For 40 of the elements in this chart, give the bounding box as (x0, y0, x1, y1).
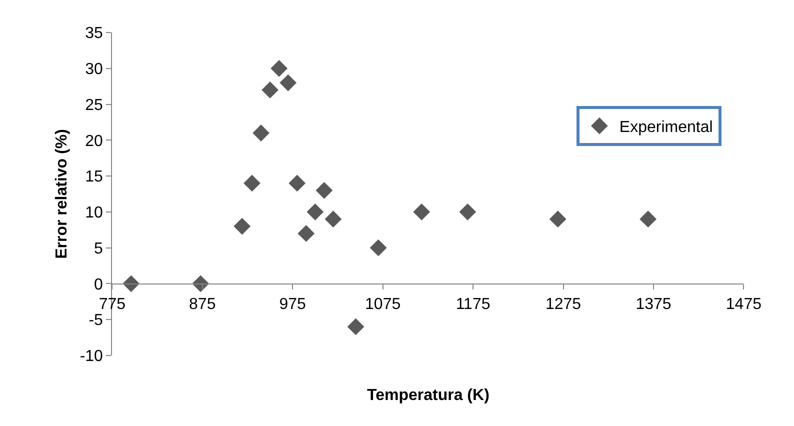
point (316, 182, 333, 199)
x-tick-label: 1475 (726, 296, 762, 313)
x-axis-title: Temperatura (K) (367, 387, 490, 404)
y-tick-label: 0 (94, 276, 104, 294)
y-tick-label: 30 (85, 61, 104, 78)
point (122, 275, 140, 292)
point (270, 60, 288, 77)
x-tick-label: 875 (189, 296, 216, 313)
y-tick-label: -10 (80, 348, 104, 366)
point (347, 318, 364, 336)
y-tick-label: -5 (88, 312, 104, 330)
point (459, 203, 476, 220)
point (324, 210, 342, 228)
point (306, 203, 324, 220)
y-tick-label: 25 (85, 96, 104, 114)
point (262, 82, 278, 98)
point (252, 124, 270, 142)
y-tick-label: 10 (85, 204, 104, 222)
point (280, 74, 297, 92)
y-tick-label: 15 (85, 168, 104, 186)
y-tick-label: 5 (94, 240, 104, 258)
x-tick-label: 975 (279, 296, 306, 313)
point (298, 225, 315, 242)
x-tick-label: 1075 (365, 296, 401, 313)
point (234, 218, 251, 235)
point (288, 174, 306, 192)
y-axis-title: Error relativo (%) (54, 129, 71, 259)
y-tick-label: 20 (85, 132, 104, 150)
point (244, 174, 260, 192)
x-tick-label: 775 (98, 296, 126, 313)
point (640, 210, 657, 228)
x-tick-label: 1275 (545, 296, 582, 313)
x-tick-label: 1175 (456, 296, 490, 313)
point (370, 239, 387, 256)
x-tick-label: 1375 (636, 296, 672, 313)
legend-label: Experimental (619, 119, 713, 136)
y-tick-label: 35 (85, 25, 104, 42)
point (549, 210, 566, 228)
point (413, 203, 430, 220)
point (192, 275, 210, 292)
